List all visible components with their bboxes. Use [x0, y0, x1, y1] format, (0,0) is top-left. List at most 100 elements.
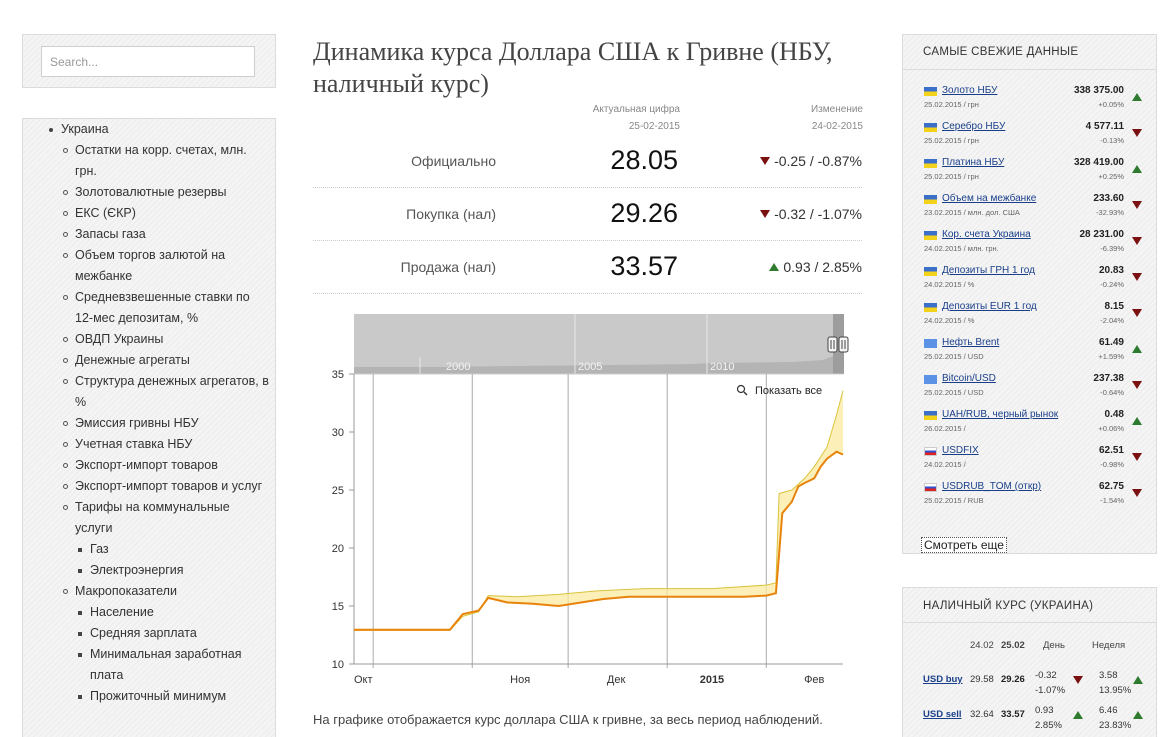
- fresh-item-value: 62.51: [1098, 445, 1124, 456]
- day-pct: 2.85%: [1035, 720, 1062, 731]
- arrow-up-icon: [1073, 711, 1083, 719]
- fresh-item-meta: 25.02.2015 / грн: [924, 172, 979, 181]
- series-official-line: [354, 450, 844, 631]
- cash-cur-value: 33.57: [1001, 709, 1025, 720]
- nav-item[interactable]: Остатки на корр. счетах, млн. грн.: [33, 140, 269, 182]
- nav-item[interactable]: Прожиточный минимум: [33, 686, 269, 707]
- fresh-item-link[interactable]: Депозиты ГРН 1 год: [942, 265, 1035, 276]
- nav-item-link[interactable]: Запасы газа: [75, 227, 146, 241]
- nav-item-link[interactable]: Остатки на корр. счетах, млн. грн.: [75, 143, 247, 178]
- nav-item-link[interactable]: Электроэнергия: [90, 563, 184, 577]
- navigator-series: [354, 352, 844, 374]
- nav-item[interactable]: Средневзвешенные ставки по 12-мес депози…: [33, 287, 269, 329]
- reset-zoom-button[interactable]: Показать все: [736, 384, 823, 397]
- nav-item-link[interactable]: ОВДП Украины: [75, 332, 164, 346]
- nav-item-link[interactable]: Объем торгов залютой на межбанке: [75, 248, 226, 283]
- arrow-down-icon: [1132, 201, 1142, 209]
- flag-icon: [924, 447, 937, 456]
- fresh-item-link[interactable]: Объем на межбанке: [942, 193, 1037, 204]
- nav-item[interactable]: Экспорт-импорт товаров: [33, 455, 269, 476]
- fresh-item-link[interactable]: USDRUB_TOM (откр): [942, 481, 1042, 492]
- fresh-item-link[interactable]: Депозиты EUR 1 год: [942, 301, 1037, 312]
- nav-item[interactable]: Минимальная заработная плата: [33, 644, 269, 686]
- bullet-icon: [78, 653, 82, 657]
- rate-change-text: -0.32 / -1.07%: [774, 206, 862, 222]
- search-input[interactable]: [41, 46, 255, 77]
- nav-item-link[interactable]: ЕКС (ЄКР): [75, 206, 136, 220]
- chart-footnote: На графике отображается курс доллара США…: [313, 712, 823, 727]
- see-more-link[interactable]: Смотреть еще: [921, 537, 1007, 553]
- fresh-item-value: 0.48: [1104, 409, 1124, 420]
- bullet-icon: [63, 421, 68, 426]
- nav-item[interactable]: Эмиссия гривны НБУ: [33, 413, 269, 434]
- nav-item-link[interactable]: Учетная ставка НБУ: [75, 437, 193, 451]
- fresh-item: Серебро НБУ 4 577.11 25.02.2015 / грн -0.13…: [924, 121, 1144, 157]
- navigator-handle-icon[interactable]: [838, 336, 849, 353]
- fresh-item-link[interactable]: Серебро НБУ: [942, 121, 1006, 132]
- week-abs: 3.58: [1099, 670, 1118, 681]
- nav-item-link[interactable]: Золотовалютные резервы: [75, 185, 227, 199]
- arrow-down-icon: [1132, 489, 1142, 497]
- nav-item[interactable]: Экспорт-импорт товаров и услуг: [33, 476, 269, 497]
- nav-item[interactable]: Электроэнергия: [33, 560, 269, 581]
- rate-change-text: 0.93 / 2.85%: [783, 259, 862, 275]
- nav-item[interactable]: Украина: [33, 119, 269, 140]
- nav-item-link[interactable]: Население: [90, 605, 154, 619]
- nav-item[interactable]: Население: [33, 602, 269, 623]
- arrow-down-icon: [760, 157, 771, 165]
- nav-item[interactable]: Газ: [33, 539, 269, 560]
- cash-cur-value: 29.26: [1001, 674, 1025, 685]
- fresh-item-link[interactable]: Bitcoin/USD: [942, 373, 996, 384]
- nav-item-link[interactable]: Эмиссия гривны НБУ: [75, 416, 199, 430]
- fresh-item: UAH/RUB, черный рынок 0.48 26.02.2015 / +0.…: [924, 409, 1144, 445]
- fresh-item-link[interactable]: Нефть Brent: [942, 337, 1000, 348]
- navigator-label: 2000: [446, 361, 470, 373]
- nav-item-link[interactable]: Прожиточный минимум: [90, 689, 227, 703]
- cash-rate-row: USD buy 29.58 29.26 -0.32 -1.07% 3.58 13.95%: [923, 670, 1145, 708]
- nav-item-link[interactable]: Экспорт-импорт товаров: [75, 458, 218, 472]
- nav-item-link[interactable]: Газ: [90, 542, 109, 556]
- bullet-icon: [78, 548, 82, 552]
- fresh-item-link[interactable]: Золото НБУ: [942, 85, 998, 96]
- bullet-icon: [63, 337, 68, 342]
- fresh-item: Объем на межбанке 233.60 23.02.2015 / млн.…: [924, 193, 1144, 229]
- nav-item[interactable]: ОВДП Украины: [33, 329, 269, 350]
- nav-item-link[interactable]: Денежные агрегаты: [75, 353, 190, 367]
- nav-item[interactable]: Структура денежных агрегатов, в %: [33, 371, 269, 413]
- nav-item-link[interactable]: Украина: [61, 122, 109, 136]
- nav-item[interactable]: Запасы газа: [33, 224, 269, 245]
- nav-item-link[interactable]: Средневзвешенные ставки по 12-мес депози…: [75, 290, 250, 325]
- nav-item-link[interactable]: Средняя зарплата: [90, 626, 197, 640]
- nav-item-link[interactable]: Тарифы на коммунальные услуги: [75, 500, 230, 535]
- bullet-icon: [49, 128, 53, 132]
- nav-item[interactable]: Объем торгов залютой на межбанке: [33, 245, 269, 287]
- fresh-item: Депозиты ГРН 1 год 20.83 24.02.2015 / % -0.…: [924, 265, 1144, 301]
- fresh-item-meta: 24.02.2015 /: [924, 460, 966, 469]
- nav-item-link[interactable]: Макропоказатели: [75, 584, 177, 598]
- nav-item-link[interactable]: Структура денежных агрегатов, в %: [75, 374, 269, 409]
- fresh-item-link[interactable]: UAH/RUB, черный рынок: [942, 409, 1059, 420]
- nav-item[interactable]: Золотовалютные резервы: [33, 182, 269, 203]
- fresh-item: Нефть Brent 61.49 25.02.2015 / USD +1.59%: [924, 337, 1144, 373]
- navigator-handle-icon[interactable]: [827, 336, 838, 353]
- fresh-item-pct: -6.39%: [1100, 244, 1124, 253]
- flag-icon: [924, 339, 937, 348]
- nav-item-link[interactable]: Минимальная заработная плата: [90, 647, 242, 682]
- cash-rate-link[interactable]: USD buy: [923, 674, 963, 685]
- nav-item[interactable]: Макропоказатели: [33, 581, 269, 602]
- cash-rate-link[interactable]: USD sell: [923, 709, 962, 720]
- fresh-item-link[interactable]: Платина НБУ: [942, 157, 1005, 168]
- x-tick-label: Дек: [607, 674, 626, 686]
- rate-row-official: Официально 28.05 -0.25 / -0.87%: [313, 135, 862, 188]
- nav-item[interactable]: ЕКС (ЄКР): [33, 203, 269, 224]
- fresh-item-link[interactable]: Кор. счета Украина: [942, 229, 1031, 240]
- nav-item-link[interactable]: Экспорт-импорт товаров и услуг: [75, 479, 263, 493]
- nav-item[interactable]: Средняя зарплата: [33, 623, 269, 644]
- nav-item[interactable]: Денежные агрегаты: [33, 350, 269, 371]
- bullet-icon: [63, 211, 68, 216]
- fresh-item-link[interactable]: USDFIX: [942, 445, 979, 456]
- nav-item[interactable]: Тарифы на коммунальные услуги: [33, 497, 269, 539]
- nav-item[interactable]: Учетная ставка НБУ: [33, 434, 269, 455]
- arrow-down-icon: [1132, 453, 1142, 461]
